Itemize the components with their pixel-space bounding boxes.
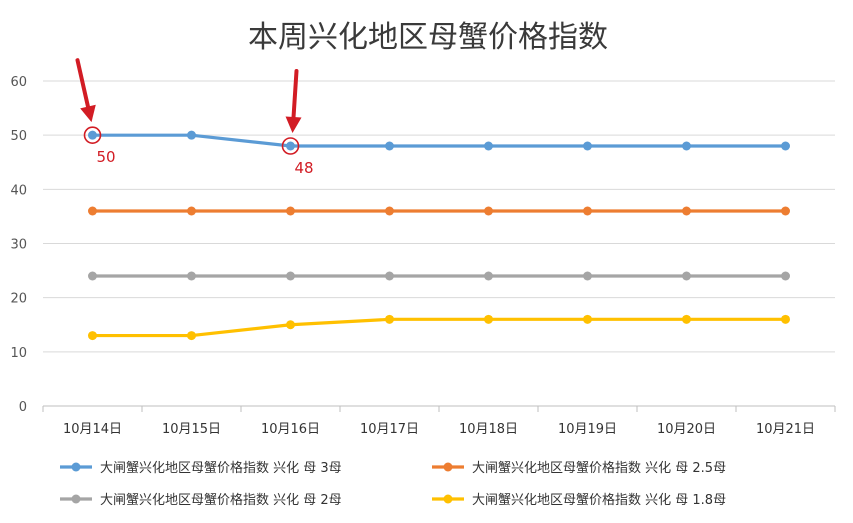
legend-marker: [71, 462, 81, 472]
data-point: [781, 271, 790, 281]
data-point: [286, 271, 295, 281]
arrow-icon: [75, 58, 96, 123]
x-tick-label: 10月16日: [261, 422, 320, 437]
data-point: [682, 271, 691, 281]
data-point: [88, 331, 97, 341]
data-point: [484, 271, 493, 281]
y-tick-label: 20: [10, 292, 27, 307]
x-tick-label: 10月21日: [756, 422, 815, 437]
series-0: [88, 130, 790, 151]
data-point: [583, 206, 592, 216]
data-point: [88, 130, 97, 140]
data-point: [286, 206, 295, 216]
y-tick-label: 60: [10, 75, 27, 90]
data-point: [88, 271, 97, 281]
data-point: [385, 206, 394, 216]
data-point: [187, 331, 196, 341]
grid-layer: [42, 80, 836, 412]
series-layer: [88, 130, 790, 341]
chart-title: 本周兴化地区母蟹价格指数: [248, 20, 608, 55]
series-1: [88, 206, 790, 216]
annotation-1: 48: [281, 69, 314, 177]
annotation-layer: 50 48: [75, 58, 314, 177]
x-tick-label: 10月20日: [657, 422, 716, 437]
data-point: [385, 271, 394, 281]
data-point: [385, 141, 394, 151]
series-line: [90, 317, 788, 338]
annotation-label: 48: [295, 159, 314, 177]
x-tick-label: 10月15日: [162, 422, 221, 437]
legend-label: 大闸蟹兴化地区母蟹价格指数 兴化 母 2.5母: [472, 460, 726, 476]
annotation-0: 50: [75, 58, 116, 166]
data-point: [385, 314, 394, 324]
arrow-icon: [285, 69, 302, 133]
x-tick-label: 10月14日: [63, 422, 122, 437]
y-tick-label: 10: [10, 346, 27, 361]
legend-marker: [443, 494, 453, 504]
legend-marker: [443, 462, 453, 472]
highlight-circle: [83, 126, 102, 144]
legend-item: 大闸蟹兴化地区母蟹价格指数 兴化 母 2.5母: [432, 460, 726, 476]
data-point: [88, 206, 97, 216]
x-tick-label: 10月18日: [459, 422, 518, 437]
data-point: [781, 141, 790, 151]
data-point: [583, 271, 592, 281]
x-tick-label: 10月17日: [360, 422, 419, 437]
data-point: [682, 141, 691, 151]
data-point: [583, 314, 592, 324]
highlight-circle: [281, 137, 300, 155]
legend-label: 大闸蟹兴化地区母蟹价格指数 兴化 母 3母: [100, 460, 342, 476]
y-axis-ticks: 0 10 20 30 40 50 60: [10, 75, 27, 415]
data-point: [484, 314, 493, 324]
y-tick-label: 50: [10, 129, 27, 144]
data-point: [286, 141, 295, 151]
data-point: [484, 141, 493, 151]
data-point: [187, 206, 196, 216]
series-3: [88, 314, 790, 341]
data-point: [781, 314, 790, 324]
y-tick-label: 0: [19, 400, 27, 415]
data-point: [781, 206, 790, 216]
legend-item: 大闸蟹兴化地区母蟹价格指数 兴化 母 1.8母: [432, 492, 726, 508]
x-tick-label: 10月19日: [558, 422, 617, 437]
data-point: [682, 314, 691, 324]
data-point: [187, 271, 196, 281]
annotation-label: 50: [97, 148, 116, 166]
legend: 大闸蟹兴化地区母蟹价格指数 兴化 母 3母 大闸蟹兴化地区母蟹价格指数 兴化 母 …: [60, 460, 726, 508]
x-axis-ticks: 10月14日 10月15日 10月16日 10月17日 10月18日 10月19日 10月2…: [63, 422, 815, 437]
data-point: [187, 130, 196, 140]
y-tick-label: 40: [10, 183, 27, 198]
data-point: [583, 141, 592, 151]
data-point: [682, 206, 691, 216]
legend-marker: [71, 494, 81, 504]
legend-label: 大闸蟹兴化地区母蟹价格指数 兴化 母 1.8母: [472, 492, 726, 508]
data-point: [484, 206, 493, 216]
series-line: [90, 133, 788, 148]
y-tick-label: 30: [10, 238, 27, 253]
legend-item: 大闸蟹兴化地区母蟹价格指数 兴化 母 3母: [60, 460, 342, 476]
data-point: [286, 320, 295, 330]
legend-item: 大闸蟹兴化地区母蟹价格指数 兴化 母 2母: [60, 492, 342, 508]
series-2: [88, 271, 790, 281]
legend-label: 大闸蟹兴化地区母蟹价格指数 兴化 母 2母: [100, 492, 342, 508]
